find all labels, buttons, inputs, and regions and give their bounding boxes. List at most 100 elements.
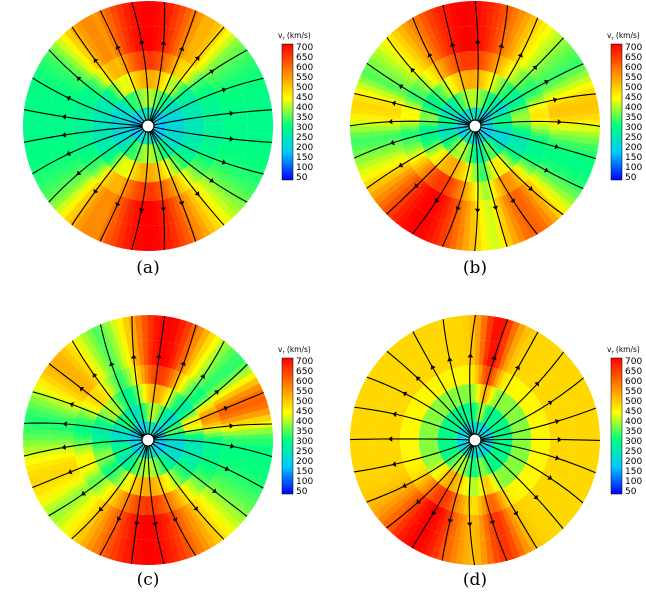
colorbar-tick-label: 600 [296,377,313,387]
speed-sector [353,151,381,167]
speed-sector [507,456,526,469]
speed-sector [515,355,534,380]
speed-sector [405,460,424,472]
speed-sector [390,514,413,539]
speed-sector [124,409,137,426]
speed-sector [416,10,435,38]
speed-sector [478,403,485,422]
speed-sector [440,57,453,77]
speed-sector [411,359,431,383]
speed-sector [408,465,427,479]
speed-sector [520,156,539,171]
speed-sector [106,32,122,58]
speed-sector [87,473,105,488]
speed-sector [564,479,591,498]
speed-sector [455,92,467,110]
speed-sector [507,142,526,155]
speed-sector [477,365,483,385]
speed-sector [441,490,453,509]
speed-sector [109,373,123,392]
speed-sector [110,118,130,124]
speed-sector [400,55,422,77]
speed-sector [508,350,525,375]
speed-sector [121,98,136,113]
speed-sector [163,537,176,565]
speed-sector [208,480,233,499]
speed-sector [48,133,75,143]
speed-sector [53,350,78,374]
streamline [354,372,471,437]
speed-sector [92,445,112,453]
speed-sector [502,60,516,79]
speed-sector [524,51,546,73]
speed-sector [529,109,550,118]
speed-sector [486,199,497,225]
speed-sector [376,105,402,115]
speed-sector [376,188,402,212]
streamline-arrow-icon [160,40,167,45]
speed-sector [130,91,141,110]
speed-sector [173,152,189,168]
speed-sector [508,483,523,501]
speed-sector [124,140,138,157]
speed-sector [228,50,254,72]
speed-sector [58,76,83,93]
streamline [479,341,572,437]
speed-sector [153,90,162,109]
streamline [131,315,147,435]
speed-sector [512,116,531,123]
streamline [23,70,143,126]
speed-sector [459,71,468,90]
speed-sector [462,70,470,90]
speed-sector [483,92,494,110]
speed-sector [449,139,464,156]
speed-sector [381,85,407,100]
speed-sector [430,402,448,417]
speed-sector [390,200,413,225]
speed-sector [501,346,516,372]
streamline-arrow-icon [138,208,145,213]
speed-sector [424,411,443,424]
speed-sector [518,392,536,407]
speed-sector [459,457,469,476]
speed-sector [114,156,128,174]
speed-sector [415,42,435,66]
speed-sector [125,160,135,179]
streamline-arrow-icon [388,436,393,442]
speed-sector [558,489,585,509]
speed-sector [530,427,550,435]
speed-sector [49,188,75,212]
speed-sector [131,142,141,161]
speed-sector [185,69,201,87]
speed-sector [494,197,507,223]
streamline [481,120,600,129]
streamline-arrow-icon [431,510,437,516]
speed-sector [95,8,113,36]
speed-sector [461,539,471,565]
speed-sector [383,156,409,173]
speed-sector [565,73,593,91]
speed-sector [384,32,409,56]
panel-caption: (c) [137,570,160,590]
speed-sector [424,143,443,155]
speed-sector [521,361,542,385]
speed-sector [406,209,426,236]
speed-sector [412,184,432,208]
speed-sector [113,132,131,142]
speed-sector [225,183,251,206]
speed-sector [181,36,198,61]
speed-sector [443,77,457,95]
speed-sector [199,94,218,106]
speed-sector [437,488,450,508]
speed-sector [478,340,486,366]
speed-sector [421,137,441,147]
speed-sector [102,506,119,532]
speed-sector [393,377,417,397]
speed-sector [400,448,421,457]
speed-sector [510,216,528,244]
speed-sector [424,350,441,376]
speed-sector [426,144,444,158]
speed-sector [436,221,451,249]
speed-sector [118,414,135,429]
speed-sector [359,166,387,185]
